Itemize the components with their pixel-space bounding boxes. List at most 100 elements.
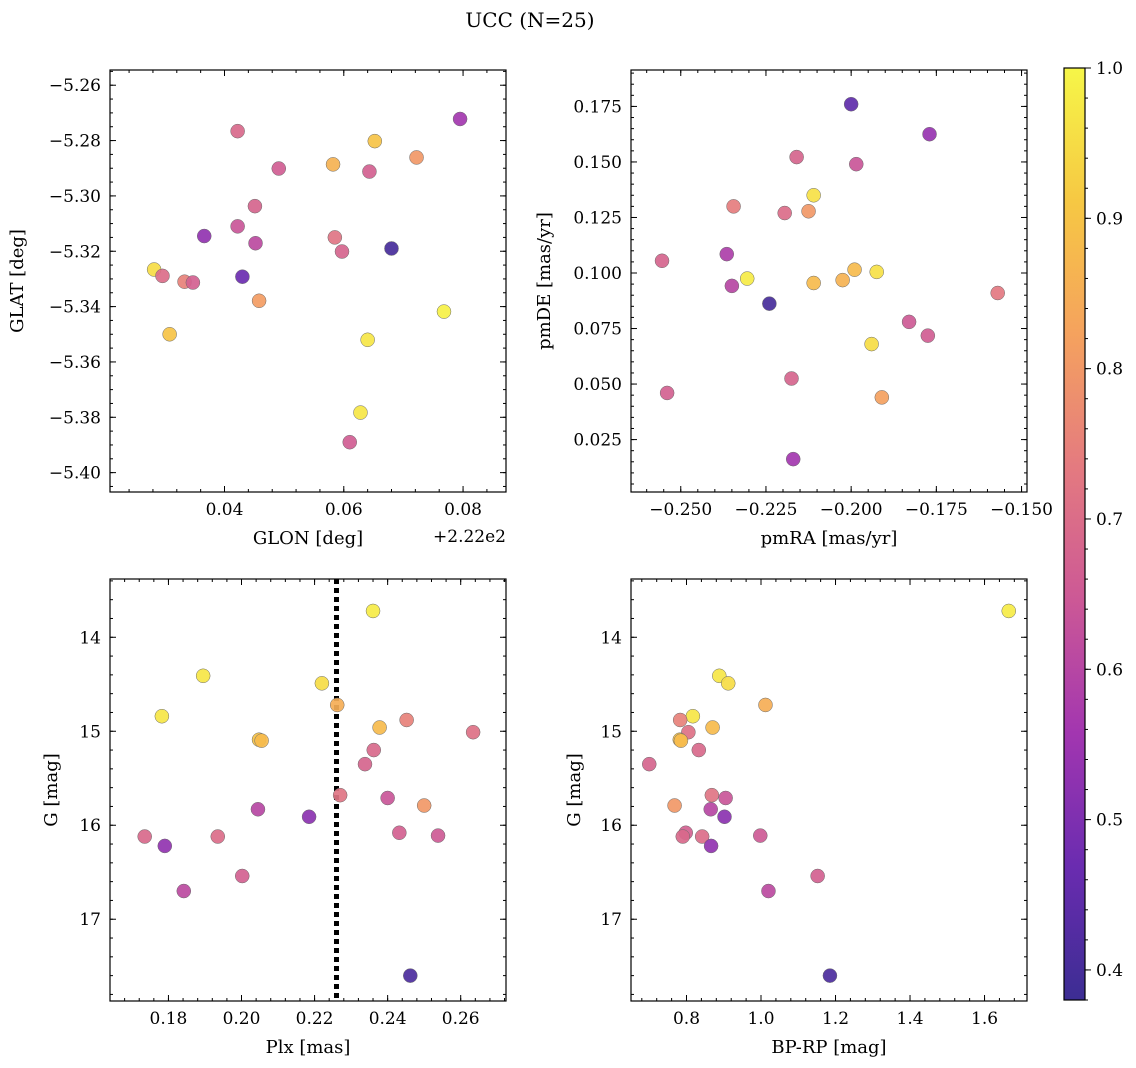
y-tick-label: 0.075 [573,320,622,340]
y-tick-label: −5.36 [49,353,101,373]
x-tick-label: 0.04 [206,500,244,520]
data-point [717,809,732,825]
y-tick-label: 14 [79,628,101,648]
data-point [409,150,424,165]
data-point [847,262,862,277]
data-point [360,332,375,348]
data-point [720,676,736,691]
y-tick-label: 15 [79,722,101,742]
data-point [724,278,740,294]
data-point [659,385,675,401]
x-tick-label: 0.24 [369,1009,407,1029]
panel-bprp-g: 0.8 1.0 1.2 1.4 1.6 14 15 16 17 BP-RP [mag] G [mag… [564,578,1028,1058]
data-point [380,790,395,806]
data-point [329,697,345,713]
data-point [251,293,267,309]
panel-glon-glat: 0.04 0.06 0.08 −5.26 −5.28 −5.30 −5.32 −5.34 −5.… [7,69,507,549]
data-point [672,712,688,728]
x-tick-label: 0.08 [444,500,482,520]
y-tick-label: −5.38 [49,408,101,428]
data-point [673,733,689,748]
x-tick-label: 1.4 [897,1009,924,1029]
points-group [146,111,468,450]
y-tick-label: −5.30 [49,187,101,207]
data-point [365,603,381,619]
data-point [155,268,170,284]
y-tick-label: 17 [600,910,622,930]
data-point [1001,603,1016,619]
data-point [332,787,348,803]
data-point [901,314,917,330]
data-point [196,228,212,244]
data-point [922,126,937,142]
x-tick-label: 0.22 [296,1009,334,1029]
data-point [366,742,382,758]
data-point [642,756,657,772]
colorbar-gradient [1064,68,1085,1000]
panel-plx-g: 0.18 0.20 0.22 0.24 0.26 14 15 16 17 Plx [mas] G [… [41,578,507,1058]
data-point [367,133,383,149]
data-point [758,697,773,713]
axes-frame [630,578,1028,1002]
data-point [157,838,173,854]
data-point [667,798,682,813]
data-point [810,868,825,884]
points-group [654,96,1005,467]
y-tick-label: 15 [600,722,622,742]
data-point [362,164,377,179]
x-tick-label: −0.175 [905,500,968,520]
data-point [789,149,804,165]
data-point [739,271,755,286]
data-point [254,733,269,748]
data-point [704,787,720,803]
data-point [234,868,250,884]
panels-group: 0.04 0.06 0.08 −5.26 −5.28 −5.30 −5.32 −5.34 −5.… [7,69,1053,1058]
points-group [642,603,1016,983]
x-axis-label: GLON [deg] [253,528,363,549]
colorbar-tick-label: 0.9 [1096,209,1123,229]
y-tick-label: 0.025 [573,431,622,451]
data-point [452,111,468,127]
x-offset-label: +2.22e2 [433,527,506,547]
y-tick-label: 17 [79,910,101,930]
y-tick-label: −5.32 [49,242,101,262]
y-axis-label: pmDE [mas/yr] [534,212,555,350]
x-tick-label: 0.18 [150,1009,188,1029]
colorbar-tick-label: 0.8 [1096,360,1123,380]
data-point [235,269,250,284]
data-point [399,712,414,728]
data-point [691,742,707,758]
data-point [675,829,691,844]
data-point [357,756,373,772]
data-point [777,205,792,221]
data-point [753,828,768,843]
x-tick-label: 0.20 [223,1009,261,1029]
data-point [806,188,821,203]
data-point [822,968,838,983]
data-point [325,157,341,172]
y-tick-label: 0.175 [573,97,622,117]
data-point [271,161,287,176]
panel-pmra-pmde: −0.250 −0.225 −0.200 −0.175 −0.150 0.025 0.050… [534,69,1053,549]
data-point [835,272,850,288]
data-point [314,676,330,691]
data-point [785,451,801,467]
data-point [162,327,177,342]
x-tick-label: −0.150 [990,500,1053,520]
data-point [176,883,192,899]
x-tick-label: −0.200 [820,500,883,520]
data-point [392,825,407,841]
data-point [154,708,170,724]
y-tick-label: −5.26 [49,76,101,96]
x-tick-label: −0.250 [649,500,712,520]
x-tick-label: 1.0 [747,1009,774,1029]
y-tick-label: 16 [79,816,101,836]
data-point [436,304,452,319]
data-point [416,798,432,813]
data-point [250,802,266,817]
data-point [301,809,317,825]
colorbar-tick-label: 1.0 [1096,59,1123,79]
y-axis-label: G [mag] [564,753,585,826]
y-axis-label: G [mag] [41,753,62,826]
data-point [685,708,701,724]
